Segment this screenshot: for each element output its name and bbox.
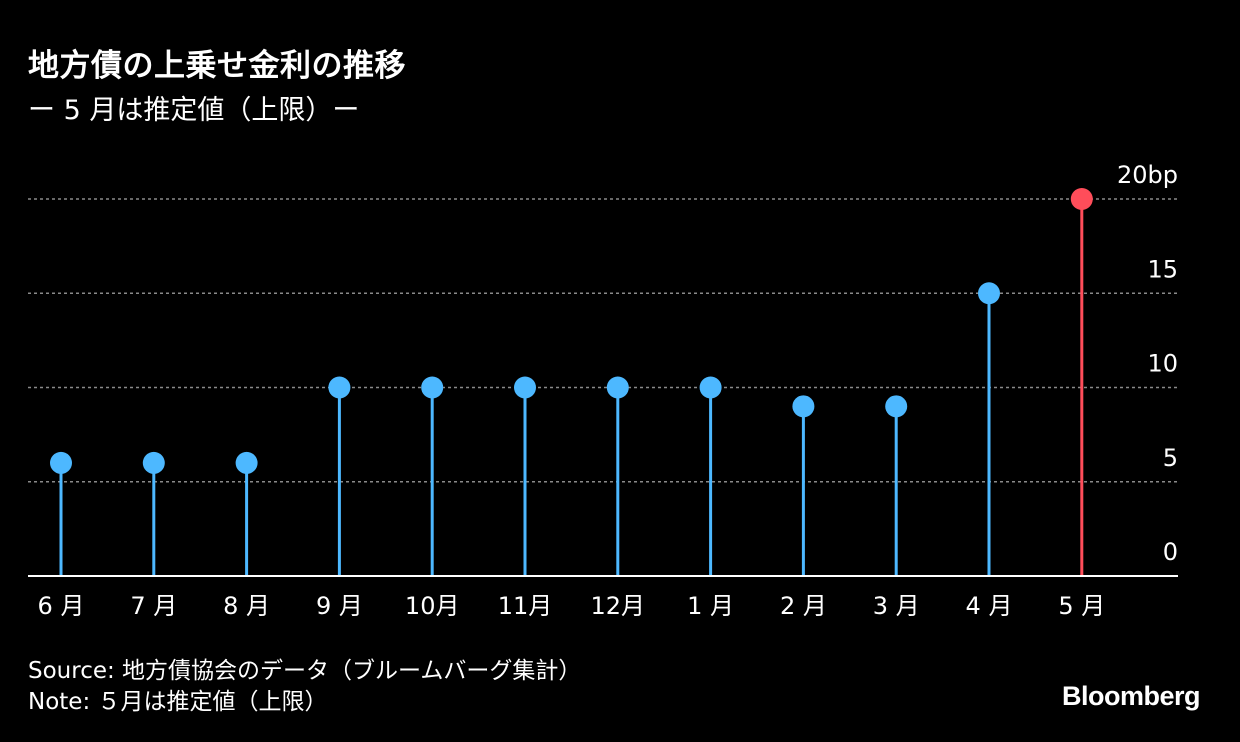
y-tick-label: 10: [1147, 350, 1178, 378]
lollipop-dot: [699, 376, 722, 399]
lollipop-dot: [421, 376, 444, 399]
x-tick-label: 10月: [405, 592, 460, 620]
y-tick-label: 5: [1163, 444, 1178, 472]
chart-footer: Source: 地方債協会のデータ（ブルームバーグ集計） Note: ５月は推定…: [28, 656, 581, 718]
x-tick-label: 3 月: [873, 592, 920, 620]
x-tick-label: 7 月: [130, 592, 177, 620]
lollipop-dot: [235, 451, 258, 474]
chart-subtitle: ー 5 月は推定値（上限）ー: [28, 95, 360, 126]
x-tick-label: 4 月: [966, 592, 1013, 620]
x-tick-label: 12月: [591, 592, 646, 620]
lollipop-dot: [514, 376, 536, 399]
source-text: Source: 地方債協会のデータ（ブルームバーグ集計）: [28, 658, 582, 684]
x-tick-label: 2 月: [780, 592, 827, 620]
y-tick-label: 15: [1147, 255, 1178, 283]
x-tick-label: 11月: [498, 592, 553, 620]
x-tick-label: 8 月: [223, 592, 270, 620]
y-tick-label: 0: [1163, 538, 1178, 566]
lollipop-dot: [1070, 188, 1093, 210]
lollipop-dot: [328, 376, 351, 399]
lollipop-dot: [978, 282, 1000, 305]
lollipop-chart: 0 5 10 15 20bp 6 月 7 月 8 月 9 月 10月 11月 12月 1 月 2 月 3 月…: [28, 161, 1178, 620]
lollipop-dot: [142, 451, 165, 474]
lollipop-dot: [792, 395, 815, 418]
bloomberg-logo: Bloomberg: [1061, 681, 1201, 711]
x-tick-label: 1 月: [687, 592, 734, 620]
lollipop-dot: [50, 451, 72, 474]
x-tick-label: 5 月: [1058, 592, 1105, 620]
note-text: Note: ５月は推定値（上限）: [28, 689, 328, 715]
y-tick-label: 20bp: [1117, 161, 1178, 189]
x-tick-label: 9 月: [316, 592, 363, 620]
chart-title: 地方債の上乗せ金利の推移: [28, 48, 406, 84]
lollipop-dot: [606, 376, 629, 399]
x-tick-label: 6 月: [38, 592, 85, 620]
lollipop-dot: [885, 395, 908, 418]
